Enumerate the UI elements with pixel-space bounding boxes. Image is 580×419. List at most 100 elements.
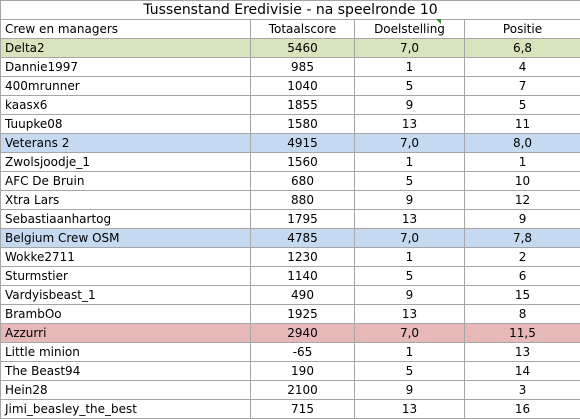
cell-name: Sebastiaanhartog bbox=[0, 209, 251, 229]
cell-name: Veterans 2 bbox=[0, 133, 251, 153]
manager-row: BrambOo 1925 13 8 bbox=[0, 304, 580, 324]
cell-position: 12 bbox=[463, 190, 580, 210]
cell-score: 1855 bbox=[250, 95, 355, 115]
cell-score: 1560 bbox=[250, 152, 355, 172]
cell-name: Xtra Lars bbox=[0, 190, 251, 210]
cell-score: -65 bbox=[250, 342, 355, 362]
cell-target: 1 bbox=[354, 57, 465, 77]
cell-name: Jimi_beasley_the_best bbox=[0, 399, 251, 419]
manager-row: Dannie1997 985 1 4 bbox=[0, 57, 580, 77]
cell-position: 13 bbox=[463, 342, 580, 362]
cell-name: Belgium Crew OSM bbox=[0, 228, 251, 248]
cell-position: 7 bbox=[463, 76, 580, 96]
manager-row: Tuupke08 1580 13 11 bbox=[0, 114, 580, 134]
cell-name: Tuupke08 bbox=[0, 114, 251, 134]
cell-position: 8,0 bbox=[463, 133, 580, 153]
cell-score: 880 bbox=[250, 190, 355, 210]
manager-row: The Beast94 190 5 14 bbox=[0, 361, 580, 381]
cell-target: 5 bbox=[354, 266, 465, 286]
cell-position: 8 bbox=[463, 304, 580, 324]
cell-target: 9 bbox=[354, 285, 465, 305]
cell-score: 2100 bbox=[250, 380, 355, 400]
cell-target: 13 bbox=[354, 209, 465, 229]
cell-score: 715 bbox=[250, 399, 355, 419]
cell-name: BrambOo bbox=[0, 304, 251, 324]
cell-name: AFC De Bruin bbox=[0, 171, 251, 191]
cell-position: 16 bbox=[463, 399, 580, 419]
cell-score: 985 bbox=[250, 57, 355, 77]
cell-target: 5 bbox=[354, 171, 465, 191]
manager-row: 400mrunner 1040 5 7 bbox=[0, 76, 580, 96]
cell-name: Little minion bbox=[0, 342, 251, 362]
header-score: Totaalscore bbox=[250, 19, 355, 39]
cell-score: 680 bbox=[250, 171, 355, 191]
manager-row: Sebastiaanhartog 1795 13 9 bbox=[0, 209, 580, 229]
cell-target: 5 bbox=[354, 76, 465, 96]
cell-name: kaasx6 bbox=[0, 95, 251, 115]
cell-position: 11 bbox=[463, 114, 580, 134]
cell-name: Delta2 bbox=[0, 38, 251, 58]
cell-target: 5 bbox=[354, 361, 465, 381]
cell-score: 1580 bbox=[250, 114, 355, 134]
cell-target: 7,0 bbox=[354, 323, 465, 343]
cell-target: 13 bbox=[354, 114, 465, 134]
cell-name: Dannie1997 bbox=[0, 57, 251, 77]
cell-score: 1040 bbox=[250, 76, 355, 96]
cell-target: 9 bbox=[354, 380, 465, 400]
cell-target: 1 bbox=[354, 247, 465, 267]
cell-score: 4915 bbox=[250, 133, 355, 153]
cell-name: Azzurri bbox=[0, 323, 251, 343]
cell-position: 15 bbox=[463, 285, 580, 305]
cell-score: 1795 bbox=[250, 209, 355, 229]
cell-score: 4785 bbox=[250, 228, 355, 248]
cell-position: 7,8 bbox=[463, 228, 580, 248]
cell-name: Zwolsjoodje_1 bbox=[0, 152, 251, 172]
manager-row: Zwolsjoodje_1 1560 1 1 bbox=[0, 152, 580, 172]
cell-name: 400mrunner bbox=[0, 76, 251, 96]
team-row: Veterans 2 4915 7,0 8,0 bbox=[0, 133, 580, 153]
manager-row: Wokke2711 1230 1 2 bbox=[0, 247, 580, 267]
cell-score: 1230 bbox=[250, 247, 355, 267]
cell-target: 13 bbox=[354, 304, 465, 324]
manager-row: Jimi_beasley_the_best 715 13 16 bbox=[0, 399, 580, 419]
cell-position: 6 bbox=[463, 266, 580, 286]
cell-position: 10 bbox=[463, 171, 580, 191]
cell-target: 1 bbox=[354, 152, 465, 172]
cell-position: 11,5 bbox=[463, 323, 580, 343]
cell-position: 9 bbox=[463, 209, 580, 229]
cell-name: Sturmstier bbox=[0, 266, 251, 286]
manager-row: Hein28 2100 9 3 bbox=[0, 380, 580, 400]
manager-row: Xtra Lars 880 9 12 bbox=[0, 190, 580, 210]
header-crew: Crew en managers bbox=[0, 19, 251, 39]
cell-target: 7,0 bbox=[354, 133, 465, 153]
cell-position: 3 bbox=[463, 380, 580, 400]
header-row: Crew en managers Totaalscore Doelstellin… bbox=[0, 19, 580, 39]
cell-position: 14 bbox=[463, 361, 580, 381]
title-row: Tussenstand Eredivisie - na speelronde 1… bbox=[0, 0, 580, 20]
cell-name: Vardyisbeast_1 bbox=[0, 285, 251, 305]
cell-score: 190 bbox=[250, 361, 355, 381]
cell-position: 5 bbox=[463, 95, 580, 115]
cell-target: 9 bbox=[354, 190, 465, 210]
cell-name: The Beast94 bbox=[0, 361, 251, 381]
cell-target: 7,0 bbox=[354, 228, 465, 248]
cell-score: 5460 bbox=[250, 38, 355, 58]
cell-score: 1925 bbox=[250, 304, 355, 324]
cell-target: 9 bbox=[354, 95, 465, 115]
cell-position: 6,8 bbox=[463, 38, 580, 58]
manager-row: kaasx6 1855 9 5 bbox=[0, 95, 580, 115]
manager-row: Little minion -65 1 13 bbox=[0, 342, 580, 362]
cell-target: 7,0 bbox=[354, 38, 465, 58]
cell-position: 1 bbox=[463, 152, 580, 172]
team-row: Azzurri 2940 7,0 11,5 bbox=[0, 323, 580, 343]
team-row: Belgium Crew OSM 4785 7,0 7,8 bbox=[0, 228, 580, 248]
cell-score: 490 bbox=[250, 285, 355, 305]
cell-score: 2940 bbox=[250, 323, 355, 343]
header-position: Positie bbox=[463, 19, 580, 39]
cell-name: Hein28 bbox=[0, 380, 251, 400]
cell-target: 13 bbox=[354, 399, 465, 419]
manager-row: AFC De Bruin 680 5 10 bbox=[0, 171, 580, 191]
cell-position: 2 bbox=[463, 247, 580, 267]
